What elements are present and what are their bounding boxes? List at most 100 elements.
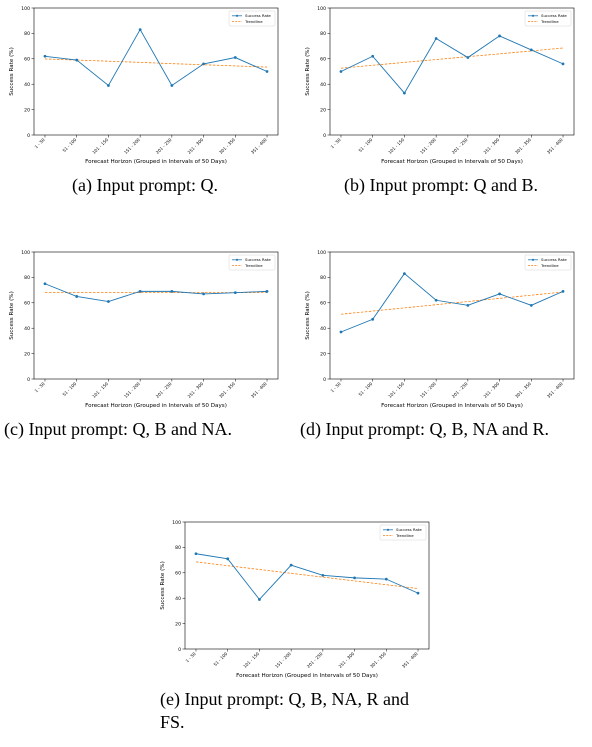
x-tick-label: 151 - 200 [419,381,437,399]
y-tick-label: 60 [320,57,326,63]
x-tick-label: 201 - 250 [451,381,469,399]
x-tick-label: 101 - 150 [91,137,109,155]
legend-box [228,254,276,271]
success-rate-point [226,557,230,561]
caption-c: (c) Input prompt: Q, B and NA. [4,419,232,439]
legend-box [524,10,572,27]
y-tick-label: 100 [21,250,30,256]
success-rate-point [403,272,406,275]
x-tick-label: 1 - 50 [330,137,342,149]
success-rate-point [289,563,293,567]
line-chart-b: 0 20 40 60 80 100 1 - 50 51 - 100 101 - 150 151 -… [305,6,575,165]
x-tick-label: 101 - 150 [242,651,260,669]
success-rate-point [498,292,501,296]
success-rate-point [170,289,174,293]
legend-box [228,10,276,27]
legend-label-trendline: Trendline [244,19,263,24]
x-tick-label: 101 - 150 [91,381,109,399]
y-tick-label: 0 [178,647,181,653]
y-tick-label: 80 [320,275,326,281]
y-axis-label: Success Rate (%) [160,561,166,610]
legend-marker [386,528,390,531]
x-tick-label: 301 - 350 [369,651,387,669]
y-tick-label: 20 [24,351,30,357]
y-tick-label: 60 [24,301,30,307]
success-rate-point [434,298,438,302]
x-tick-label: 301 - 350 [218,137,236,155]
success-rate-point [353,576,356,580]
plot-frame [329,7,575,136]
trendline [340,47,564,69]
success-rate-point [339,70,343,73]
figure-panel-b: 0 20 40 60 80 100 1 - 50 51 - 100 101 - 150 151 -… [300,2,582,197]
success-rate-point [498,34,501,38]
y-tick-label: 80 [24,31,30,37]
x-tick-label: 51 - 100 [212,651,228,667]
trendline [44,58,268,68]
success-rate-point [529,303,533,307]
success-rate-point [529,48,533,52]
y-tick-label: 100 [21,6,30,12]
legend-marker [235,14,239,17]
x-tick-label: 351 - 400 [250,381,268,399]
y-tick-label: 40 [320,82,326,88]
legend-label-trendline: Trendline [540,19,559,24]
success-rate-point [138,289,142,293]
success-rate-line [195,553,419,601]
legend-label-trendline: Trendline [540,263,559,268]
x-tick-label: 251 - 300 [337,651,355,669]
y-tick-label: 20 [320,351,326,357]
x-tick-label: 251 - 300 [186,381,204,399]
x-tick-label: 301 - 350 [514,381,532,399]
x-axis-label: Forecast Horizon (Grouped in Intervals o… [381,159,523,165]
success-rate-point [75,58,79,62]
plot-frame [33,251,279,380]
line-chart-a: 0 20 40 60 80 100 1 - 50 51 - 100 101 - 150 151 -… [9,6,279,165]
success-rate-point [202,62,205,66]
success-rate-line [44,283,268,302]
y-tick-label: 60 [175,571,181,577]
success-rate-point [265,70,269,73]
plot-frame [33,7,279,136]
x-tick-label: 101 - 150 [387,137,405,155]
x-tick-label: 51 - 100 [61,137,77,153]
x-tick-label: 1 - 50 [330,381,342,393]
y-tick-label: 40 [320,326,326,332]
x-tick-label: 101 - 150 [387,381,405,399]
legend-label-success-rate: Success Rate [245,257,271,262]
success-rate-point [416,591,420,595]
x-axis-label: Forecast Horizon (Grouped in Intervals o… [85,159,227,165]
x-tick-label: 51 - 100 [357,381,373,397]
line-chart-c: 0 20 40 60 80 100 1 - 50 51 - 100 101 - 150 151 -… [9,250,279,409]
y-tick-label: 40 [175,596,181,602]
y-tick-label: 0 [323,133,326,139]
trendline [340,291,564,315]
x-tick-label: 1 - 50 [34,381,46,393]
success-rate-point [339,330,343,334]
y-tick-label: 20 [24,107,30,113]
x-tick-label: 151 - 200 [419,137,437,155]
success-rate-point [107,300,110,303]
success-rate-point [138,28,142,31]
success-rate-point [43,54,47,58]
x-tick-label: 1 - 50 [185,651,197,663]
trendline [195,561,419,589]
x-axis-label: Forecast Horizon (Grouped in Intervals o… [236,673,378,679]
x-axis-label: Forecast Horizon (Grouped in Intervals o… [85,403,227,409]
y-tick-label: 80 [24,275,30,281]
y-axis-label: Success Rate (%) [305,47,311,96]
legend-label-trendline: Trendline [395,533,414,538]
y-axis-label: Success Rate (%) [9,291,15,340]
y-tick-label: 40 [24,326,30,332]
x-tick-label: 201 - 250 [306,651,324,669]
legend-marker [235,258,239,261]
success-rate-point [384,577,388,581]
plot-frame [329,251,575,380]
success-rate-point [170,84,174,87]
y-tick-label: 20 [175,621,181,627]
success-rate-point [371,317,375,321]
legend-label-trendline: Trendline [244,263,263,268]
success-rate-point [321,573,325,577]
x-tick-label: 251 - 300 [186,137,204,155]
line-chart-d: 0 20 40 60 80 100 1 - 50 51 - 100 101 - 150 151 -… [305,250,575,409]
